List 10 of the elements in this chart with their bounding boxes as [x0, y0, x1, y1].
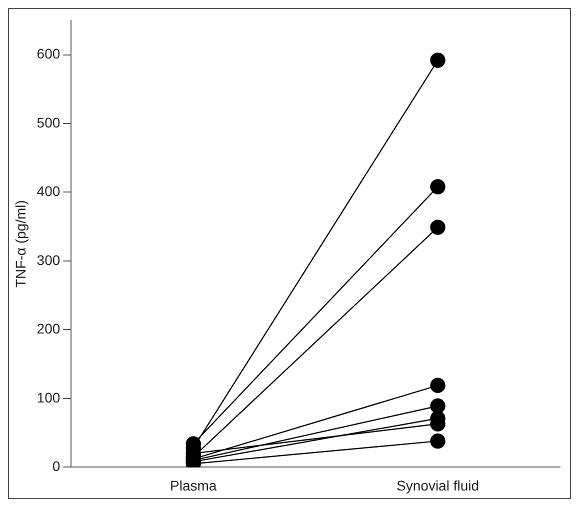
y-tick-label: 100 — [36, 389, 60, 406]
y-tick-label: 600 — [36, 46, 60, 62]
y-tick-label: 300 — [36, 252, 60, 268]
y-axis-title: TNF-α (pg/ml) — [12, 200, 28, 288]
x-tick-label: Synovial fluid — [396, 477, 480, 494]
y-tick-label: 0 — [52, 458, 60, 474]
y-tick-label: 500 — [36, 114, 60, 130]
y-tick-label: 200 — [36, 320, 60, 337]
y-tick-label: 400 — [36, 183, 60, 200]
x-tick-label: Plasma — [170, 477, 217, 494]
